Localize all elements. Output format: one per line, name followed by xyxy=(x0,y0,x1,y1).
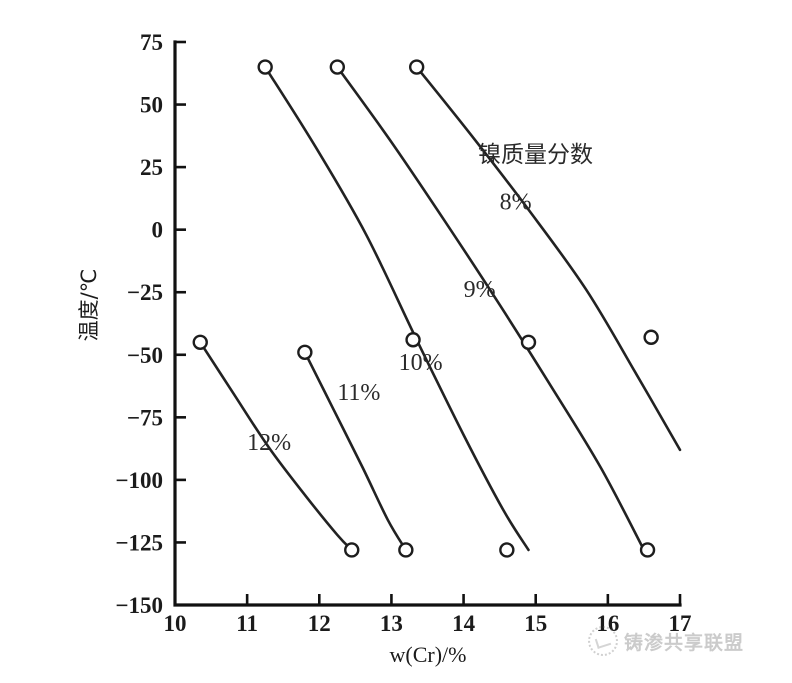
series-marker-9pct xyxy=(639,542,656,558)
chart-series-group xyxy=(198,65,682,552)
x-axis-title: w(Cr)/% xyxy=(390,642,467,667)
series-label-11pct: 11% xyxy=(337,380,380,406)
y-tick-label: 0 xyxy=(152,218,164,243)
series-curve-8pct xyxy=(415,65,682,452)
y-tick-label: −150 xyxy=(115,593,163,618)
y-tick-label: 50 xyxy=(140,93,163,118)
series-curve-12pct xyxy=(198,340,354,552)
x-tick-label: 12 xyxy=(308,611,331,636)
series-marker-8pct xyxy=(408,59,425,75)
series-marker-11pct xyxy=(297,344,313,360)
x-axis-ticks: 10 11 12 13 14 15 16 17 xyxy=(164,594,692,636)
series-curve-11pct xyxy=(303,350,408,552)
x-tick-label: 10 xyxy=(164,611,187,636)
series-label-9pct: 9% xyxy=(464,277,496,303)
series-label-12pct: 12% xyxy=(247,430,291,456)
series-marker-9pct xyxy=(520,334,537,350)
y-tick-label: −50 xyxy=(127,343,163,368)
x-tick-label: 15 xyxy=(524,611,547,636)
x-tick-label: 13 xyxy=(380,611,403,636)
series-marker-12pct xyxy=(192,334,208,350)
series-marker-12pct xyxy=(344,542,360,558)
chart-markers-group xyxy=(192,59,659,558)
series-curve-9pct xyxy=(336,65,646,552)
y-axis-ticks: 75 50 25 0 −25 −50 −75 −100 −125 −150 xyxy=(115,30,186,618)
y-tick-label: −75 xyxy=(127,405,163,430)
y-tick-label: −25 xyxy=(127,280,163,305)
x-tick-label: 17 xyxy=(669,611,692,636)
series-marker-10pct xyxy=(405,332,421,348)
series-marker-8pct xyxy=(643,329,659,345)
x-tick-label: 16 xyxy=(596,611,619,636)
y-tick-label: −100 xyxy=(115,468,163,493)
series-labels-group: 8% 9% 10% 11% 12% xyxy=(247,190,532,456)
series-marker-10pct xyxy=(499,542,515,558)
series-marker-11pct xyxy=(398,542,414,558)
series-label-10pct: 10% xyxy=(399,350,443,376)
series-marker-9pct xyxy=(329,59,346,75)
y-axis-title: 温度/℃ xyxy=(77,269,101,342)
axis-spine-path xyxy=(173,40,682,607)
series-curve-10pct xyxy=(263,65,530,552)
series-label-8pct: 8% xyxy=(500,190,532,216)
y-tick-label: 25 xyxy=(140,155,163,180)
legend-title: 镍质量分数 xyxy=(478,142,593,168)
x-tick-label: 14 xyxy=(452,611,476,636)
series-marker-10pct xyxy=(257,59,273,75)
y-tick-label: −125 xyxy=(115,530,163,555)
x-tick-label: 11 xyxy=(236,611,258,636)
y-tick-label: 75 xyxy=(140,30,163,55)
axis-spines xyxy=(173,40,682,607)
